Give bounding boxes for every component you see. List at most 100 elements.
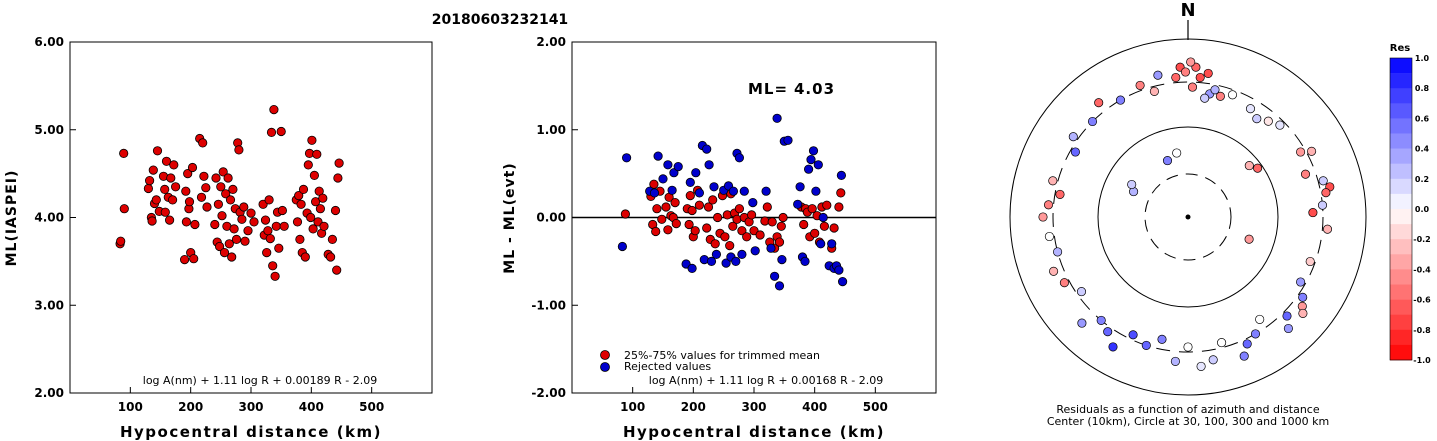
circle-100km bbox=[1097, 126, 1279, 308]
colorbar-tick-label: -0.4 bbox=[1413, 265, 1431, 274]
polar-point bbox=[1157, 334, 1167, 344]
panel1-point bbox=[148, 165, 158, 175]
panel2-rejected-point bbox=[837, 276, 848, 287]
polar-point bbox=[1043, 200, 1054, 210]
polar-point bbox=[1070, 147, 1080, 157]
colorbar-cell bbox=[1390, 224, 1412, 240]
panel1-point bbox=[325, 252, 336, 262]
colorbar-cell bbox=[1390, 133, 1412, 149]
panel1-point bbox=[160, 207, 170, 217]
colorbar-cell bbox=[1390, 314, 1412, 331]
residual-colorbar: Res 1.0 0.8 0.6 0.4 0.2 0.0 -0.2 -0.4 -0.6 -0.8 -1… bbox=[1389, 43, 1431, 365]
panel1-y-axis-label: ML(IASPEI) bbox=[4, 170, 20, 267]
panel1-point bbox=[152, 146, 163, 156]
polar-point bbox=[1244, 234, 1254, 244]
panel2-trimmed-point bbox=[822, 200, 832, 210]
panel2-rejected-point bbox=[836, 170, 847, 180]
panel2-rejected-point bbox=[795, 182, 805, 192]
panel1-point bbox=[228, 184, 238, 194]
polar-point bbox=[1186, 57, 1196, 67]
panel1-point bbox=[187, 162, 198, 173]
circle-30km bbox=[1144, 173, 1232, 261]
panel1-point bbox=[269, 105, 279, 115]
colorbar-cell bbox=[1390, 148, 1412, 164]
panel2-rejected-point bbox=[621, 153, 632, 163]
polar-point bbox=[1215, 91, 1225, 101]
panel1-point bbox=[271, 221, 281, 231]
polar-point bbox=[1322, 224, 1333, 234]
panel2-trimmed-point bbox=[774, 237, 785, 247]
panel1-point bbox=[196, 192, 207, 202]
panel2-rejected-point bbox=[813, 160, 823, 170]
polar-point bbox=[1242, 339, 1252, 349]
panel2-trimmed-point bbox=[834, 202, 844, 212]
polar-point bbox=[1298, 308, 1308, 318]
panel2-rejected-point bbox=[709, 182, 719, 192]
panel2-x-tick-label: 200 bbox=[681, 400, 706, 414]
colorbar-tick-label: 1.0 bbox=[1415, 54, 1430, 63]
polar-point bbox=[1307, 146, 1317, 156]
panel1-x-ticks: 100 200 300 400 500 bbox=[118, 387, 384, 414]
polar-point bbox=[1282, 311, 1292, 321]
panel1-x-tick-label: 400 bbox=[299, 400, 324, 414]
panel2-trimmed-point bbox=[737, 226, 747, 236]
colorbar-tick-label: -1.0 bbox=[1413, 356, 1431, 365]
polar-point bbox=[1208, 355, 1218, 365]
polar-data-points bbox=[1038, 57, 1335, 371]
panel1-point bbox=[145, 176, 155, 186]
panel2-trimmed-point bbox=[703, 202, 714, 212]
panel2-rejected-point bbox=[673, 162, 683, 172]
panel1-point bbox=[270, 271, 280, 281]
polar-point bbox=[1170, 356, 1180, 366]
panel2-trimmed-point bbox=[725, 241, 735, 251]
panel2-rejected-point bbox=[687, 263, 697, 273]
circle-1000km bbox=[1009, 38, 1367, 396]
panel2-trimmed-point bbox=[734, 204, 745, 214]
polar-point bbox=[1115, 95, 1126, 105]
panel1-point bbox=[161, 156, 172, 166]
panel1-point bbox=[306, 212, 316, 223]
panel1-point bbox=[237, 214, 247, 224]
colorbar-tick-label: 0.2 bbox=[1415, 175, 1429, 184]
panel1-point bbox=[234, 145, 244, 155]
panel2-trimmed-point bbox=[778, 212, 788, 223]
panel2-rejected-point bbox=[694, 188, 705, 198]
colorbar-tick-label: -0.6 bbox=[1413, 296, 1431, 305]
colorbar-cell bbox=[1390, 73, 1412, 89]
panel2-rejected-point bbox=[706, 256, 717, 266]
polar-point bbox=[1038, 212, 1048, 222]
panel2-trimmed-point bbox=[702, 223, 712, 233]
polar-point bbox=[1187, 82, 1198, 92]
panel1-point bbox=[201, 183, 211, 193]
panel1-point bbox=[279, 221, 289, 231]
panel2-rejected-point bbox=[816, 239, 826, 249]
panel2-trimmed-point bbox=[694, 200, 705, 210]
panel1-point bbox=[309, 170, 319, 180]
panel2-trimmed-point bbox=[657, 214, 667, 224]
panel2-rejected-point bbox=[761, 186, 771, 196]
panel2-ml-label: ML= bbox=[748, 80, 788, 98]
panel2-trimmed-point bbox=[687, 205, 697, 216]
panel1-point bbox=[296, 199, 306, 209]
legend-label-rejected: Rejected values bbox=[624, 360, 711, 373]
panel2-trimmed-point bbox=[671, 219, 681, 229]
colorbar-cell bbox=[1390, 299, 1412, 315]
panel1-point bbox=[198, 138, 208, 148]
panel2-x-axis-label: Hypocentral distance (km) bbox=[623, 423, 885, 441]
colorbar-ticks: 1.0 0.8 0.6 0.4 0.2 0.0 -0.2 -0.4 -0.6 -0.8 -1.0 bbox=[1413, 54, 1431, 365]
polar-point bbox=[1252, 114, 1262, 124]
panel1-point bbox=[160, 184, 170, 194]
colorbar-tick-label: 0.6 bbox=[1415, 114, 1430, 123]
panel2-rejected-point bbox=[748, 198, 758, 208]
colorbar-tick-label: 0.8 bbox=[1415, 84, 1430, 93]
panel2-legend: 25%-75% values for trimmed mean Rejected… bbox=[600, 349, 820, 373]
panel2-rejected-point bbox=[711, 249, 722, 259]
polar-point bbox=[1096, 315, 1106, 325]
panel1-point bbox=[263, 226, 273, 236]
panel2-rejected-point bbox=[827, 239, 837, 249]
panel1-x-tick-label: 200 bbox=[178, 400, 203, 414]
polar-point bbox=[1059, 278, 1069, 288]
panel1-point bbox=[292, 217, 303, 227]
panel2-rejected-point bbox=[766, 243, 776, 253]
